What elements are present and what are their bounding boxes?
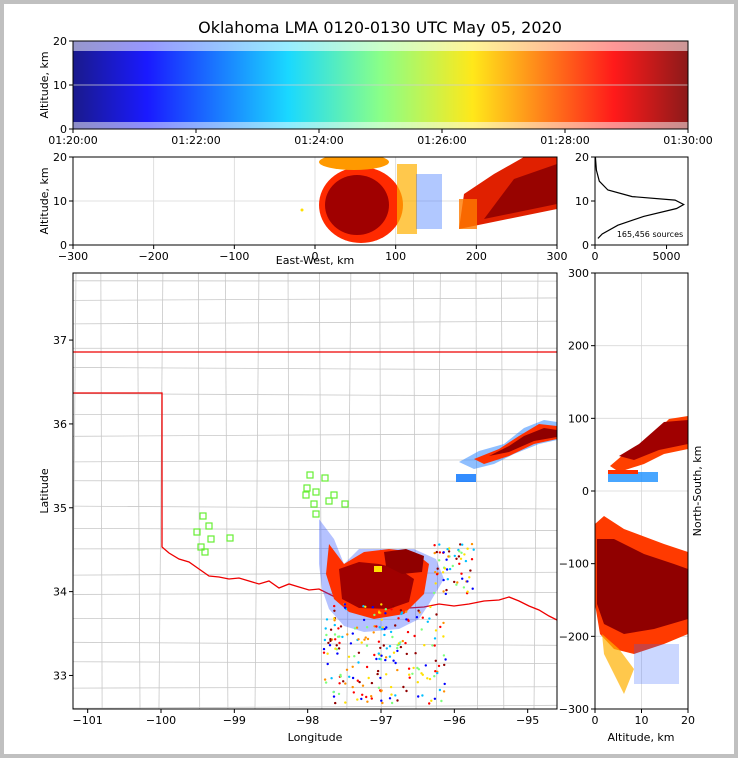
lat-axis-tick-label: 34 — [53, 586, 67, 599]
lon-axis-tick-label: −101 — [73, 714, 103, 727]
ew-axis-tick-label: 0 — [312, 250, 319, 263]
ew-core-top — [319, 157, 389, 170]
altitude-eastwest-sources — [300, 157, 557, 243]
altitude-time-sparse-bottom — [73, 122, 688, 129]
ew-isolated-source — [300, 208, 304, 212]
ew-axis-tick-label: 300 — [547, 250, 568, 263]
lat-axis-tick-label: 35 — [53, 502, 67, 515]
ew-axis-tick-label: −300 — [58, 250, 88, 263]
ns-axis-tick-label: 300 — [568, 267, 589, 280]
alt-ew-axis-tick-label: 20 — [53, 151, 67, 164]
alt-time-axis-tick-label: 0 — [60, 123, 67, 136]
hist-count-axis-tick-label: 5000 — [653, 250, 681, 263]
time-axis-tick-label: 01:22:00 — [171, 134, 220, 147]
ns-axis-tick-label: −200 — [559, 630, 589, 643]
ew-axis-tick-label: −100 — [219, 250, 249, 263]
lon-axis-tick-label: −97 — [369, 714, 392, 727]
histogram-source-count: 165,456 sources — [617, 230, 683, 239]
altitude-eastwest-xlabel: East-West, km — [276, 254, 354, 267]
altitude-histogram-line — [594, 156, 685, 239]
plan-view-ylabel: Latitude — [38, 468, 51, 514]
ew-east-fringe — [459, 199, 477, 229]
ns-axis-tick-label: −300 — [559, 703, 589, 716]
lon-axis-tick-label: −100 — [146, 714, 176, 727]
northsouth-ylabel: North-South, km — [691, 446, 704, 537]
altitude-time-ylabel: Altitude, km — [38, 51, 51, 118]
northsouth-sources — [595, 416, 688, 694]
hist-alt-axis-tick-label: 10 — [575, 195, 589, 208]
figure: Oklahoma LMA 0120-0130 UTC May 05, 2020 … — [4, 4, 734, 754]
lma-figure: Oklahoma LMA 0120-0130 UTC May 05, 2020 … — [38, 18, 713, 744]
alt-time-axis-tick-label: 10 — [53, 79, 67, 92]
figure-title: Oklahoma LMA 0120-0130 UTC May 05, 2020 — [198, 18, 562, 37]
lon-axis-tick-label: −99 — [223, 714, 246, 727]
ns-alt-axis-tick-label: 20 — [681, 714, 695, 727]
ns-axis-tick-label: 200 — [568, 340, 589, 353]
lat-axis-tick-label: 36 — [53, 418, 67, 431]
time-axis-tick-label: 01:20:00 — [48, 134, 97, 147]
lat-axis-tick-label: 33 — [53, 669, 67, 682]
oklahoma-texas-border — [73, 392, 557, 621]
plan-view-panel: −101 −100 −99 −98 −97 −96 −95 33 34 35 36 37 Longit… — [38, 272, 558, 744]
alt-ew-axis-tick-label: 0 — [60, 239, 67, 252]
ns-axis-tick-label: 0 — [582, 485, 589, 498]
alt-time-axis-tick-label: 20 — [53, 35, 67, 48]
ew-axis-tick-label: 100 — [385, 250, 406, 263]
southwest-storm — [319, 519, 444, 632]
network-station-markers — [193, 471, 349, 556]
plan-view-xlabel: Longitude — [288, 731, 343, 744]
hist-count-axis-tick-label: 0 — [592, 250, 599, 263]
lat-axis-tick-label: 37 — [53, 334, 67, 347]
altitude-time-panel: 01:20:00 01:22:00 01:24:00 01:26:00 01:28:00… — [38, 35, 713, 147]
lon-axis-tick-label: −96 — [443, 714, 466, 727]
time-axis-tick-label: 01:30:00 — [663, 134, 712, 147]
scattered-sources — [322, 542, 475, 705]
ns-alt-axis-tick-label: 0 — [592, 714, 599, 727]
ns-axis-tick-label: 100 — [568, 412, 589, 425]
altitude-eastwest-panel: −300 −200 −100 0 100 200 300 0 10 20 East-West, k… — [38, 151, 568, 267]
hist-alt-axis-tick-label: 0 — [582, 239, 589, 252]
time-axis-tick-label: 01:26:00 — [417, 134, 466, 147]
time-axis-tick-label: 01:28:00 — [540, 134, 589, 147]
alt-ew-axis-tick-label: 10 — [53, 195, 67, 208]
county-boundaries — [73, 273, 557, 709]
ew-scatter-blue — [416, 174, 442, 229]
hist-alt-axis-tick-label: 20 — [575, 151, 589, 164]
plan-view-frame — [72, 272, 558, 710]
ew-axis-tick-label: 200 — [466, 250, 487, 263]
altitude-eastwest-ylabel: Altitude, km — [38, 167, 51, 234]
northeast-storm — [456, 420, 557, 482]
altitude-time-sparse-top — [73, 41, 688, 51]
ns-axis-tick-label: −100 — [559, 558, 589, 571]
time-axis-tick-label: 01:24:00 — [294, 134, 343, 147]
ew-core-inner — [325, 175, 389, 235]
altitude-histogram-panel: 0 5000 0 10 20 165,456 sources — [575, 151, 689, 263]
ew-scatter-mid — [397, 164, 417, 234]
ew-axis-tick-label: −200 — [139, 250, 169, 263]
northsouth-xlabel: Altitude, km — [607, 731, 674, 744]
northsouth-altitude-panel: 0 10 20 −300 −200 −100 0 100 200 300 Altitude, km… — [559, 267, 704, 744]
ew-east-storm-core — [484, 164, 557, 219]
ns-alt-axis-tick-label: 10 — [635, 714, 649, 727]
lon-axis-tick-label: −98 — [296, 714, 319, 727]
lon-axis-tick-label: −95 — [516, 714, 539, 727]
